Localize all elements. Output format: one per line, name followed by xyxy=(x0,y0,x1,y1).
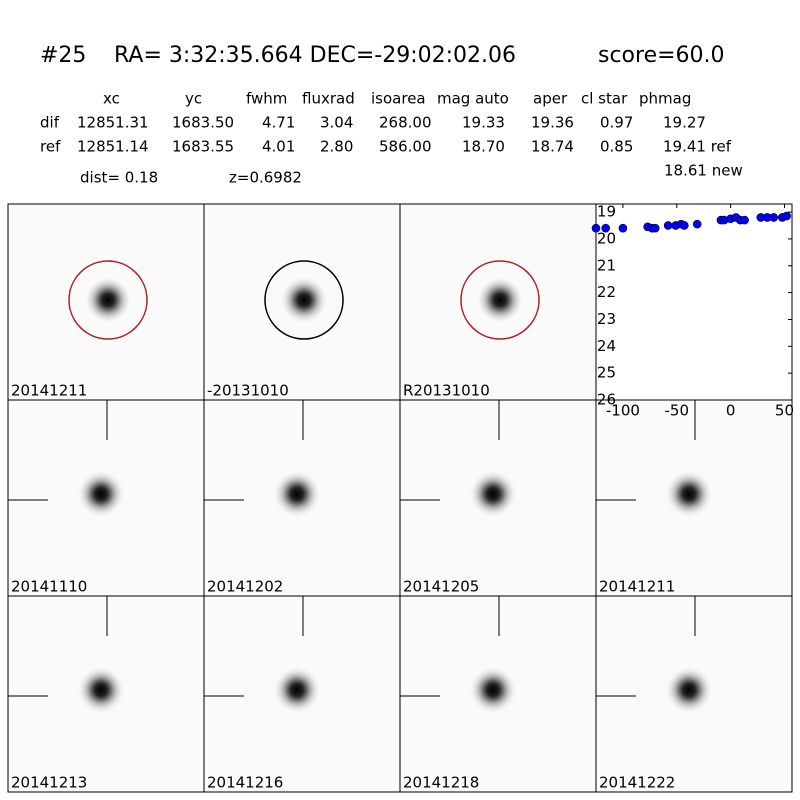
object-id: #25 xyxy=(40,43,86,68)
x-tick-label: 0 xyxy=(726,402,736,420)
source-blob xyxy=(273,666,321,714)
point xyxy=(782,211,791,221)
point xyxy=(591,223,601,233)
x-tick-label: -100 xyxy=(606,402,640,420)
table-cell: 12851.14 xyxy=(77,138,149,156)
column-header: mag auto xyxy=(437,90,509,108)
stamp-label: -20131010 xyxy=(207,382,289,400)
table-cell: 586.00 xyxy=(379,138,432,156)
plot-area xyxy=(595,203,793,401)
stamp-label: 20141218 xyxy=(403,774,479,792)
stamp-label: 20141213 xyxy=(11,774,87,792)
point xyxy=(740,215,749,225)
table-cell: 4.71 xyxy=(262,114,295,132)
column-header: isoarea xyxy=(371,90,426,108)
column-header: yc xyxy=(185,90,202,108)
stamp-label: 20141211 xyxy=(599,578,675,596)
point xyxy=(601,223,610,233)
y-tick-label: 22 xyxy=(597,283,616,301)
stamp-label: 20141202 xyxy=(207,578,283,596)
new-mag: 18.61 new xyxy=(664,162,743,180)
source-blob xyxy=(273,470,321,518)
table-cell: 18.74 xyxy=(531,138,574,156)
source-blob xyxy=(469,470,517,518)
aperture-circle xyxy=(68,260,148,340)
y-tick-label: 21 xyxy=(597,256,616,274)
coordinates: RA= 3:32:35.664 DEC=-29:02:02.06 xyxy=(114,43,516,68)
table-cell: 2.80 xyxy=(320,138,353,156)
source-blob xyxy=(469,666,517,714)
point xyxy=(769,213,778,222)
point xyxy=(692,219,702,229)
source-blob xyxy=(77,470,125,518)
table-cell: 1683.55 xyxy=(172,138,234,156)
source-blob xyxy=(665,666,713,714)
source-blob xyxy=(84,276,132,324)
table-cell: 19.36 xyxy=(531,114,574,132)
point xyxy=(663,221,673,230)
table-cell: dif xyxy=(40,114,60,132)
table-cell: 4.01 xyxy=(262,138,295,156)
table-cell: 268.00 xyxy=(379,114,432,132)
source-blob xyxy=(476,276,524,324)
aperture-circle xyxy=(460,260,540,340)
y-tick-label: 20 xyxy=(597,229,616,247)
dist: dist= 0.18 xyxy=(80,169,158,187)
y-tick-label: 19 xyxy=(597,203,616,221)
column-header: xc xyxy=(103,90,120,108)
table-cell: 18.70 xyxy=(462,138,505,156)
stamp-label: 20141211 xyxy=(11,382,87,400)
stamp-label: R20131010 xyxy=(403,382,490,400)
x-tick-label: 50 xyxy=(775,402,794,420)
y-tick-label: 25 xyxy=(597,364,616,382)
column-header: phmag xyxy=(639,90,691,108)
source-blob xyxy=(665,470,713,518)
y-tick-label: 23 xyxy=(597,310,616,328)
table-cell: 0.85 xyxy=(600,138,633,156)
stamp-label: 20141222 xyxy=(599,774,675,792)
table-cell: 19.27 xyxy=(663,114,706,132)
point xyxy=(680,221,689,230)
y-tick-label: 24 xyxy=(597,337,616,355)
column-header: cl star xyxy=(581,90,628,108)
table-cell: 1683.50 xyxy=(172,114,234,132)
column-header: aper xyxy=(533,90,568,108)
x-tick-label: -50 xyxy=(665,402,690,420)
table-cell: 0.97 xyxy=(600,114,633,132)
point xyxy=(650,223,660,233)
stamp-label: 20141205 xyxy=(403,578,479,596)
source-blob xyxy=(77,666,125,714)
score: score=60.0 xyxy=(598,43,725,68)
table-cell: 19.33 xyxy=(462,114,505,132)
point xyxy=(618,223,628,233)
redshift: z=0.6982 xyxy=(229,169,302,187)
column-header: fluxrad xyxy=(302,90,355,108)
table-cell: 12851.31 xyxy=(77,114,149,132)
stamp-label: 20141110 xyxy=(11,578,87,596)
table-cell: 3.04 xyxy=(320,114,353,132)
source-blob xyxy=(280,276,328,324)
y-tick-label: 26 xyxy=(597,391,616,409)
stamp-label: 20141216 xyxy=(207,774,283,792)
table-cell: 19.41 ref xyxy=(663,138,732,156)
column-header: fwhm xyxy=(246,90,287,108)
table-cell: ref xyxy=(40,138,61,156)
aperture-circle xyxy=(264,260,344,340)
